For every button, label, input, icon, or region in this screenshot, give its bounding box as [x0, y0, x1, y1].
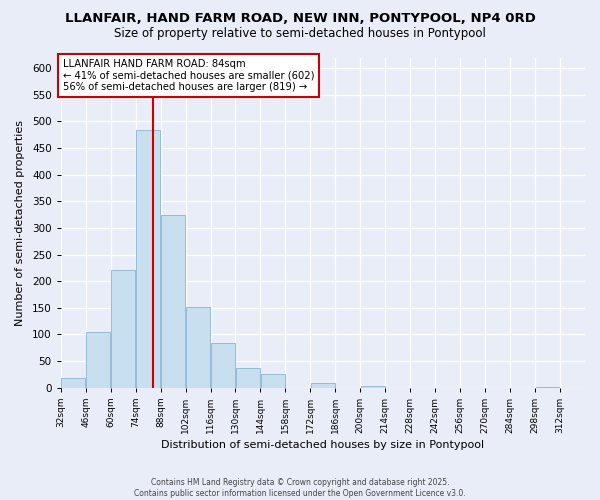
Bar [236, 368, 260, 388]
Text: Contains HM Land Registry data © Crown copyright and database right 2025.
Contai: Contains HM Land Registry data © Crown c… [134, 478, 466, 498]
Bar [311, 384, 335, 388]
Bar [261, 374, 284, 388]
Bar [136, 130, 160, 388]
Text: LLANFAIR, HAND FARM ROAD, NEW INN, PONTYPOOL, NP4 0RD: LLANFAIR, HAND FARM ROAD, NEW INN, PONTY… [65, 12, 535, 26]
Bar [112, 270, 135, 388]
X-axis label: Distribution of semi-detached houses by size in Pontypool: Distribution of semi-detached houses by … [161, 440, 484, 450]
Text: LLANFAIR HAND FARM ROAD: 84sqm
← 41% of semi-detached houses are smaller (602)
5: LLANFAIR HAND FARM ROAD: 84sqm ← 41% of … [62, 58, 314, 92]
Bar [536, 386, 559, 388]
Bar [86, 332, 110, 388]
Text: Size of property relative to semi-detached houses in Pontypool: Size of property relative to semi-detach… [114, 28, 486, 40]
Bar [161, 214, 185, 388]
Bar [186, 306, 210, 388]
Bar [211, 343, 235, 388]
Bar [361, 386, 385, 388]
Bar [61, 378, 85, 388]
Y-axis label: Number of semi-detached properties: Number of semi-detached properties [15, 120, 25, 326]
